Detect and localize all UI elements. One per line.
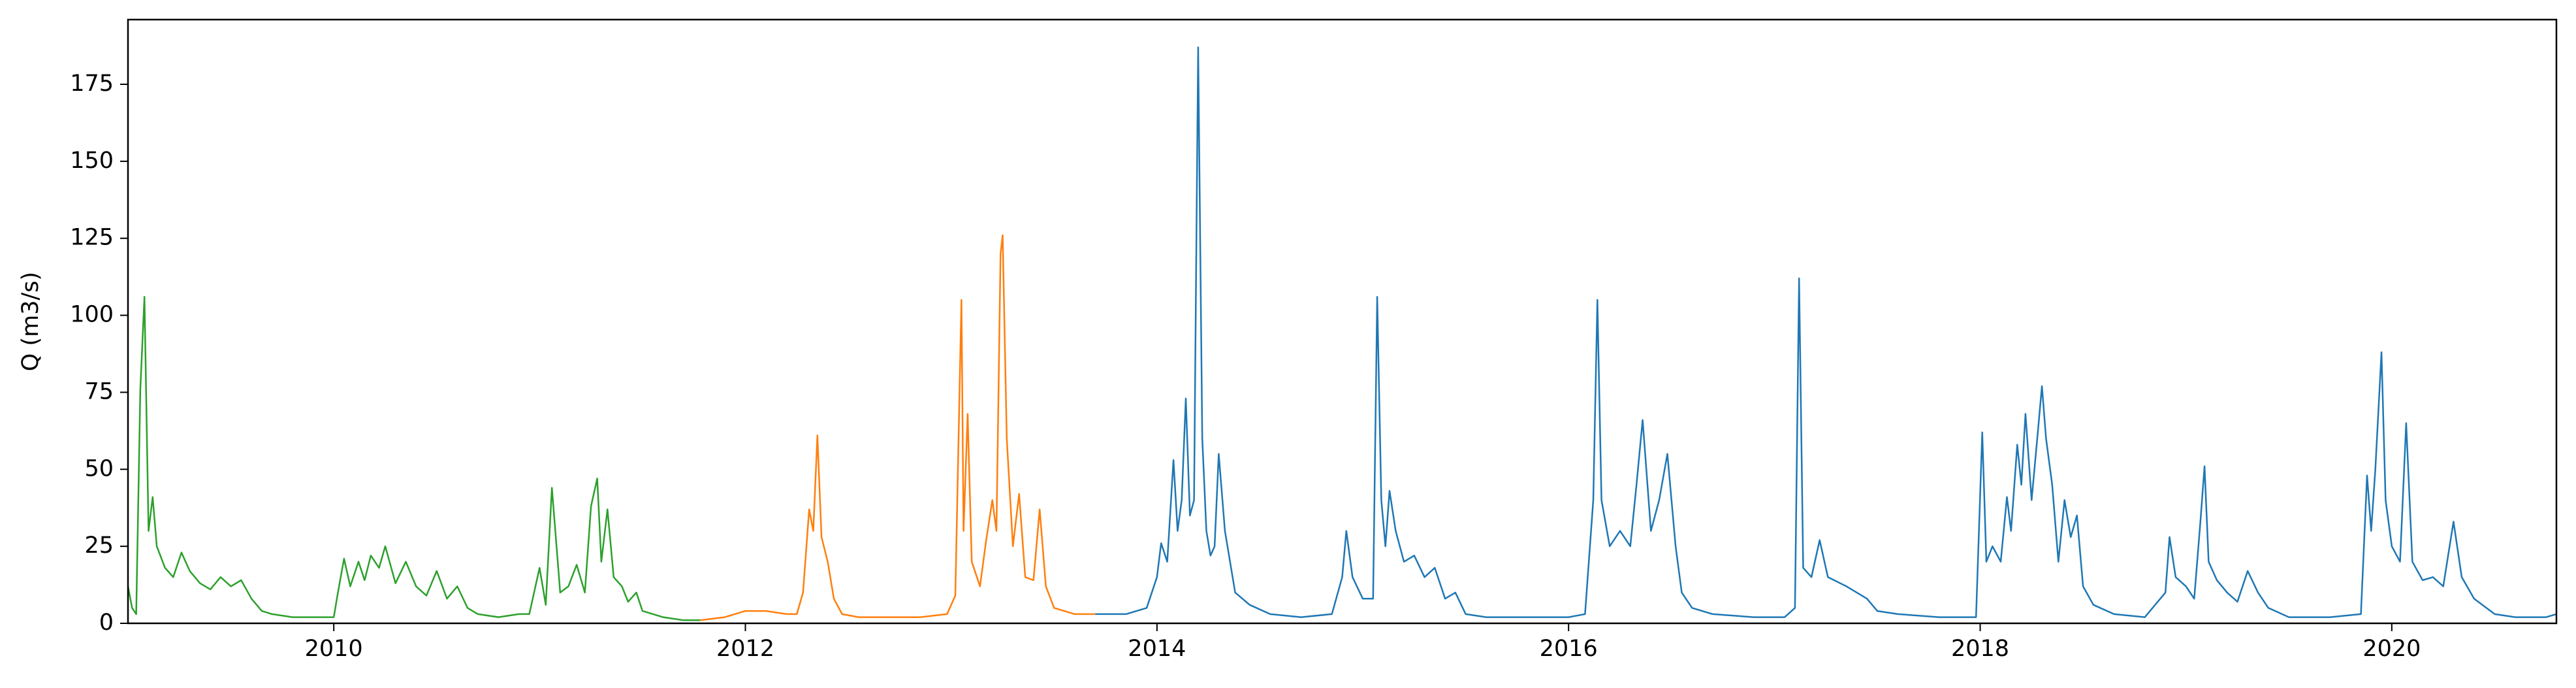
x-tick-label: 2014 [1128,636,1186,662]
x-tick-label: 2018 [1951,636,2009,662]
y-tick-label: 175 [70,71,114,97]
y-tick-label: 125 [70,225,114,251]
y-tick-label: 100 [70,302,114,328]
data-line [700,234,1096,621]
y-axis-label: Q (m3/s) [18,272,44,371]
y-tick-label: 50 [84,455,114,482]
y-tick-label: 150 [70,148,114,174]
x-tick-label: 2020 [2362,636,2421,662]
x-tick-label: 2016 [1540,636,1598,662]
x-tick-label: 2012 [716,636,774,662]
x-tick-label: 2010 [305,636,363,662]
y-tick-label: 75 [84,378,114,404]
data-line [128,296,701,621]
y-tick-label: 25 [84,532,114,559]
plot-frame [127,18,2558,625]
y-tick-label: 0 [99,610,114,636]
data-line [1095,46,2556,618]
